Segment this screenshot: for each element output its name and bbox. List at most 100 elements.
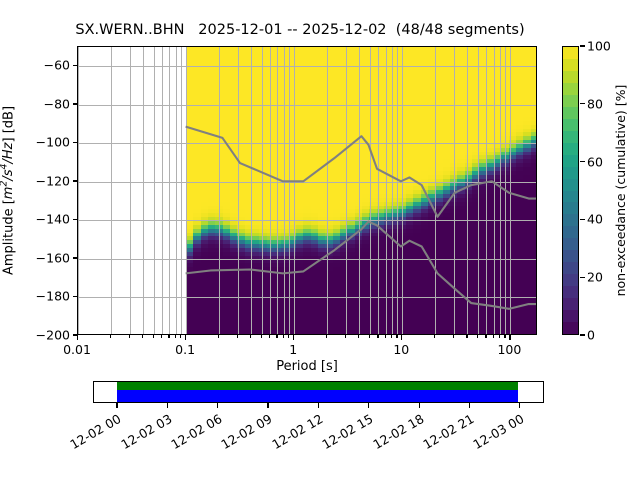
x-tick-mark-minor <box>384 335 386 338</box>
heatmap-cell <box>420 108 429 114</box>
heatmap-cell <box>186 89 195 94</box>
heatmap-cell <box>530 193 536 198</box>
heatmap-cell <box>530 239 536 245</box>
heatmap-cell <box>428 66 436 71</box>
heatmap-cell <box>303 116 312 121</box>
heatmap-cell <box>259 312 268 318</box>
heatmap-cell <box>186 120 195 125</box>
heatmap-cell <box>413 216 422 221</box>
heatmap-cell <box>530 97 536 102</box>
heatmap-cell <box>347 328 356 333</box>
heatmap-cell <box>259 320 268 326</box>
colorbar[interactable] <box>562 46 579 335</box>
x-tick-mark-minor <box>142 335 144 338</box>
heatmap-cell <box>193 324 202 329</box>
heatmap-cell <box>244 62 253 67</box>
heatmap-cell <box>200 89 209 94</box>
heatmap-cell <box>200 328 209 333</box>
heatmap-cell <box>310 70 319 75</box>
heatmap-cell <box>259 328 268 333</box>
heatmap-cell <box>391 324 400 329</box>
heatmap-cell <box>391 328 400 333</box>
heatmap-cell <box>347 120 356 125</box>
heatmap-cell <box>530 297 536 302</box>
timeline-tick-mark <box>468 403 471 408</box>
heatmap-cell <box>369 81 378 87</box>
heatmap-cell <box>230 77 238 83</box>
heatmap-cell <box>376 58 385 63</box>
heatmap-cell <box>362 108 370 114</box>
heatmap-cell <box>530 266 536 272</box>
heatmap-cell <box>222 108 231 114</box>
heatmap-cell <box>303 316 312 322</box>
heatmap-cell <box>222 77 231 83</box>
heatmap-cell <box>530 77 536 83</box>
heatmap-cell <box>384 77 392 83</box>
heatmap-cell <box>230 324 238 329</box>
heatmap-cell <box>362 120 370 125</box>
heatmap-cell <box>420 89 429 94</box>
heatmap-cell <box>406 85 414 90</box>
heatmap-cell <box>325 320 334 326</box>
heatmap-cell <box>420 312 429 318</box>
heatmap-cell <box>288 66 297 71</box>
heatmap-cell <box>222 216 231 221</box>
data-coverage-timeline[interactable] <box>93 381 544 403</box>
heatmap-cell <box>384 320 392 326</box>
heatmap-cell <box>208 77 217 83</box>
heatmap-cell <box>442 89 451 94</box>
heatmap-cell <box>310 73 319 79</box>
heatmap-cell <box>340 312 348 318</box>
heatmap-cell <box>186 309 195 314</box>
heatmap-cell <box>362 93 370 98</box>
heatmap-cell <box>347 320 356 326</box>
heatmap-cell <box>369 320 378 326</box>
heatmap-cell <box>391 116 400 121</box>
heatmap-cell <box>318 85 326 90</box>
heatmap-cell <box>186 216 195 221</box>
heatmap-cell <box>442 58 451 63</box>
heatmap-cell <box>354 112 363 117</box>
heatmap-cell <box>442 320 451 326</box>
heatmap-cell <box>208 50 217 56</box>
heatmap-cell <box>318 332 326 334</box>
heatmap-cell <box>222 100 231 106</box>
colorbar-segment <box>563 153 578 167</box>
heatmap-cell <box>530 70 536 75</box>
heatmap-cell <box>340 97 348 102</box>
colorbar-tick-label: 40 <box>587 211 603 227</box>
heatmap-cell <box>530 73 536 79</box>
heatmap-cell <box>208 116 217 121</box>
heatmap-cell <box>413 47 422 52</box>
heatmap-cell <box>391 93 400 98</box>
heatmap-cell <box>244 47 253 52</box>
heatmap-cell <box>376 50 385 56</box>
heatmap-cell <box>193 216 202 221</box>
heatmap-cell <box>244 66 253 71</box>
heatmap-cell <box>530 66 536 71</box>
heatmap-cell <box>442 77 451 83</box>
heatmap-cell <box>530 178 536 183</box>
heatmap-cell <box>442 216 451 221</box>
heatmap-cell <box>296 312 304 318</box>
heatmap-cell <box>208 97 217 102</box>
ppsd-plot-axes[interactable] <box>77 46 537 335</box>
heatmap-cell <box>420 81 429 87</box>
heatmap-cell <box>347 108 356 114</box>
heatmap-cell <box>281 66 290 71</box>
heatmap-cell <box>259 73 268 79</box>
heatmap-cell <box>318 62 326 67</box>
heatmap-cell <box>318 112 326 117</box>
heatmap-cell <box>530 274 536 279</box>
heatmap-cell <box>530 181 536 187</box>
heatmap-cell <box>413 320 422 326</box>
heatmap-cell <box>384 62 392 67</box>
heatmap-cell <box>347 66 356 71</box>
heatmap-cell <box>303 332 312 334</box>
heatmap-cell <box>530 301 536 306</box>
heatmap-cell <box>369 120 378 125</box>
y-tick-mark <box>72 103 77 105</box>
heatmap-cell <box>186 47 195 52</box>
heatmap-cell <box>222 73 231 79</box>
heatmap-cell <box>230 47 238 52</box>
